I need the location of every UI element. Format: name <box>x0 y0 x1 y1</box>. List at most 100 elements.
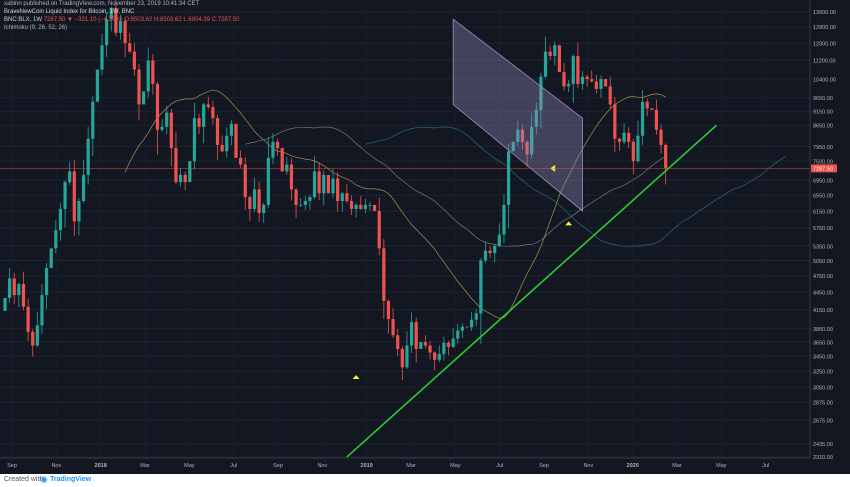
time-tick-label: Mar <box>406 463 416 469</box>
price-tick-label: 6950.00 <box>813 179 833 185</box>
candle-up <box>599 75 603 98</box>
candle-up <box>202 102 206 144</box>
price-tick-label: 4150.00 <box>813 308 833 314</box>
price-axis[interactable]: 13600.00 12800.00 12000.00 11200.00 10400.00… <box>809 0 837 461</box>
candle-down <box>594 74 598 94</box>
candle-down <box>414 317 418 363</box>
price-tick-label: 4750.00 <box>813 274 833 280</box>
candle-down <box>608 76 612 110</box>
symbol-title: BraveNewCoin Liquid Index for Bitcoin, 1… <box>4 9 135 15</box>
candle-up <box>331 168 335 198</box>
candle-up <box>142 91 146 105</box>
price-tick-label: 7500.00 <box>813 159 833 165</box>
price-chart[interactable]: 13600.00 12800.00 12000.00 11200.00 10400.00… <box>0 0 850 474</box>
price-tick-label: 3450.00 <box>813 354 833 360</box>
indicator-legend[interactable]: Ichimoku (9, 26, 52, 26) <box>4 25 68 31</box>
candle-down <box>220 135 224 153</box>
created-with-label: Created with <box>4 476 44 483</box>
candle-up <box>636 120 640 164</box>
price-tick-label: 12800.00 <box>813 25 836 31</box>
candle-up <box>493 243 497 263</box>
candle-down <box>650 108 654 110</box>
candle-down <box>206 96 210 110</box>
price-tick-label: 13600.00 <box>813 10 836 16</box>
candle-up <box>81 159 86 203</box>
price-tick-label: 2435.00 <box>813 442 833 448</box>
time-tick-label: May <box>716 463 727 469</box>
candle-down <box>590 70 594 83</box>
candle-up <box>192 102 197 170</box>
price-tick-label: 3850.00 <box>813 327 833 333</box>
candle-down <box>31 329 35 357</box>
candle-up <box>534 102 538 135</box>
candle-up <box>262 202 266 223</box>
footer: Created with ◉ TradingView <box>0 474 850 487</box>
candle-down <box>26 298 30 342</box>
time-tick-label: Nov <box>317 463 327 469</box>
candle-up <box>511 141 515 152</box>
candle-up <box>483 241 488 264</box>
candle-down <box>174 131 178 185</box>
time-tick-label: Sep <box>539 463 549 469</box>
last-price-label: 7287.50 <box>813 167 833 173</box>
time-tick-label: Sep <box>7 463 17 469</box>
candle-down <box>488 245 492 258</box>
price-tick-label: 6550.00 <box>813 193 833 199</box>
price-tick-label: 5050.00 <box>813 259 833 265</box>
candle-up <box>86 126 90 185</box>
candle-up <box>622 123 626 145</box>
candle-down <box>317 162 321 201</box>
candle-up <box>35 311 39 348</box>
candle-up <box>308 195 312 210</box>
candle-down <box>562 62 566 91</box>
candle-up <box>474 309 478 327</box>
candle-down <box>72 160 76 236</box>
candle-up <box>95 69 99 102</box>
candle-up <box>368 202 372 212</box>
price-tick-label: 2310.00 <box>813 455 833 461</box>
candle-up <box>91 95 95 157</box>
candle-up <box>100 33 104 76</box>
candle-down <box>465 326 469 328</box>
candle-up <box>312 156 317 200</box>
candle-up <box>479 257 483 344</box>
candle-up <box>303 195 307 211</box>
price-tick-label: 4450.00 <box>813 291 833 297</box>
candle-down <box>215 114 220 161</box>
candle-up <box>63 180 67 228</box>
ohlc-values: 7287.50 ▼ −331.10 (−4.35%) O:8503.62 H:8… <box>43 17 240 23</box>
triangle-up-marker-icon[interactable] <box>352 375 360 380</box>
support-trendline[interactable] <box>346 124 718 458</box>
time-axis[interactable]: Sep Nov 2018 Mar May Jul Sep Nov 2019 Mar May Jul Se… <box>0 457 810 469</box>
candle-up <box>8 268 12 303</box>
price-tick-label: 9650.00 <box>813 96 833 102</box>
candle-down <box>197 113 201 134</box>
candle-up <box>516 120 520 146</box>
time-tick-label: Mar <box>672 463 682 469</box>
candle-down <box>446 340 451 356</box>
ohlc-readout: BNC:BLX, 1W 7287.50 ▼ −331.10 (−4.35%) O… <box>4 17 239 23</box>
candle-down <box>349 195 354 215</box>
candle-down <box>548 45 552 61</box>
time-tick-label: May <box>450 463 461 469</box>
candle-down <box>243 157 247 210</box>
candle-up <box>506 143 511 229</box>
candle-up <box>571 54 575 103</box>
candle-down <box>557 45 561 72</box>
candle-up <box>363 198 367 214</box>
candle-up <box>54 219 58 254</box>
tradingview-brand[interactable]: TradingView <box>50 476 92 483</box>
candle-down <box>386 299 391 334</box>
candle-down <box>169 108 173 167</box>
descending-channel[interactable] <box>452 18 583 212</box>
candle-down <box>257 181 261 222</box>
candle-up <box>178 168 183 187</box>
price-tick-label: 7950.00 <box>813 145 833 151</box>
candle-down <box>373 204 377 211</box>
candle-down <box>123 18 127 57</box>
candle-down <box>617 137 622 151</box>
triangle-up-marker-icon[interactable] <box>565 221 573 226</box>
price-tick-label: 5350.00 <box>813 244 833 250</box>
candle-up <box>160 119 164 132</box>
